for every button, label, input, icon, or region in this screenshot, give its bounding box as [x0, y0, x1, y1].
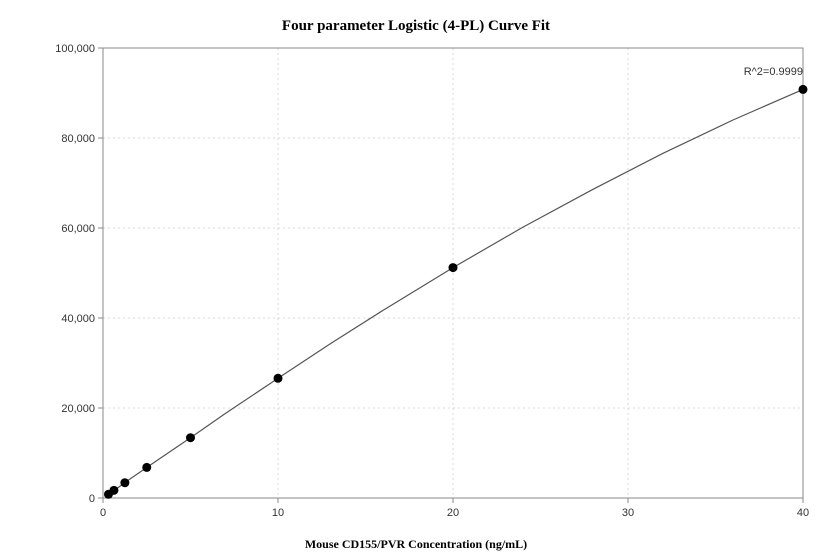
plot-area: 0 10 20 30 40 0 20,000 40,000 60,000 80,000 100,00… [0, 0, 832, 560]
x-tick-label: 20 [447, 507, 459, 519]
y-tick-label: 20,000 [61, 403, 95, 415]
r-squared-annotation: R^2=0.9999 [744, 66, 803, 78]
y-tick-label: 80,000 [61, 133, 95, 145]
x-tick-label: 30 [622, 507, 634, 519]
y-tick-label: 40,000 [61, 313, 95, 325]
chart-container: Four parameter Logistic (4-PL) Curve Fit… [0, 0, 832, 560]
x-tick-label: 0 [100, 507, 106, 519]
x-tick-label: 10 [272, 507, 284, 519]
y-tick-label: 60,000 [61, 223, 95, 235]
x-tick-label: 40 [797, 507, 809, 519]
y-tick-label: 100,000 [55, 43, 95, 55]
y-tick-label: 0 [89, 493, 95, 505]
